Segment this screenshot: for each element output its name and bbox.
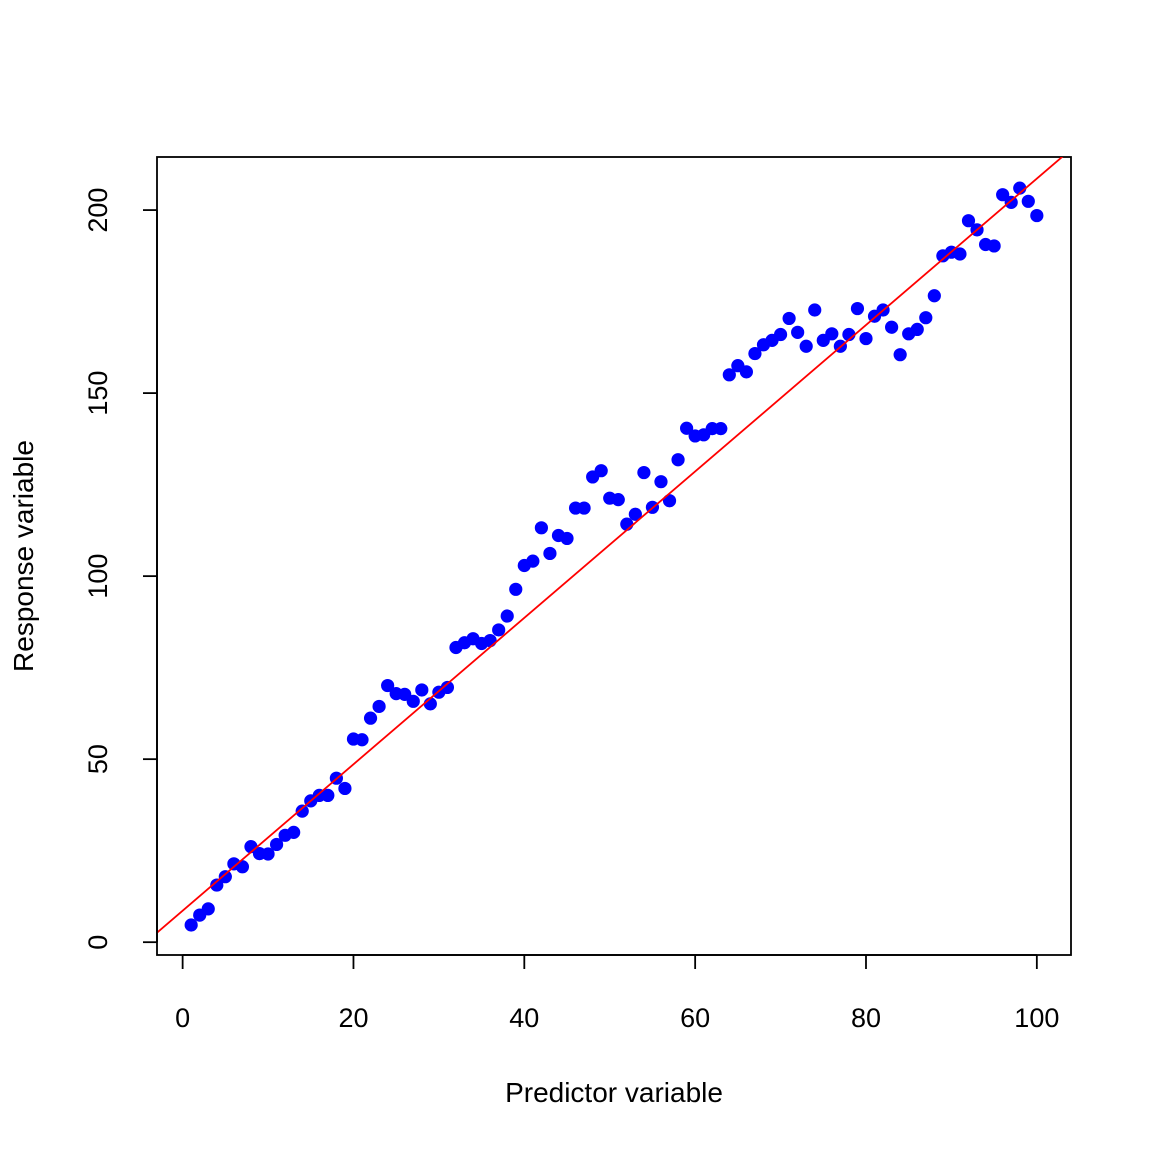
data-point bbox=[261, 847, 275, 861]
data-point bbox=[799, 339, 813, 353]
data-point bbox=[919, 311, 933, 325]
data-point bbox=[218, 870, 232, 884]
data-point bbox=[235, 860, 250, 874]
data-point bbox=[372, 699, 386, 714]
data-point bbox=[534, 521, 548, 535]
data-point bbox=[722, 368, 736, 382]
fit-line-layer bbox=[157, 157, 1064, 934]
data-point bbox=[1030, 208, 1044, 223]
data-point bbox=[662, 494, 677, 508]
data-point bbox=[996, 188, 1010, 202]
data-point bbox=[287, 825, 301, 839]
data-point bbox=[500, 609, 514, 623]
x-axis: 0 20 40 60 80 100 bbox=[175, 954, 1059, 1033]
y-tick-label: 0 bbox=[83, 935, 113, 950]
x-tick-label: 0 bbox=[175, 1003, 190, 1033]
data-point bbox=[577, 501, 591, 515]
y-tick-label: 100 bbox=[83, 554, 113, 599]
data-point bbox=[637, 465, 651, 480]
data-point bbox=[850, 301, 865, 316]
data-point bbox=[1021, 194, 1035, 208]
data-point bbox=[440, 680, 455, 695]
x-tick-label: 100 bbox=[1014, 1003, 1059, 1033]
data-point bbox=[739, 365, 754, 379]
data-point bbox=[611, 493, 625, 507]
data-point bbox=[269, 837, 284, 852]
data-point bbox=[808, 303, 822, 317]
data-point bbox=[953, 247, 967, 261]
data-point bbox=[492, 623, 506, 637]
data-point bbox=[184, 918, 198, 932]
data-point bbox=[654, 475, 668, 489]
data-point bbox=[406, 694, 420, 708]
data-point bbox=[628, 507, 642, 521]
data-point bbox=[338, 781, 352, 796]
data-point bbox=[961, 214, 976, 228]
data-point bbox=[927, 289, 941, 303]
data-point bbox=[680, 421, 694, 435]
data-point bbox=[381, 678, 395, 693]
data-point bbox=[782, 311, 796, 326]
data-point bbox=[355, 733, 369, 747]
x-tick-label: 20 bbox=[338, 1003, 368, 1033]
x-tick-label: 40 bbox=[509, 1003, 539, 1033]
y-axis-title: Response variable bbox=[8, 440, 39, 672]
data-point bbox=[1004, 195, 1018, 209]
x-tick-label: 60 bbox=[680, 1003, 710, 1033]
points-layer bbox=[184, 181, 1044, 932]
data-point bbox=[321, 788, 335, 803]
data-point bbox=[526, 554, 540, 568]
x-axis-title: Predictor variable bbox=[505, 1077, 723, 1108]
y-tick-label: 150 bbox=[83, 371, 113, 416]
data-point bbox=[363, 711, 378, 725]
y-tick-label: 200 bbox=[83, 188, 113, 233]
data-point bbox=[295, 804, 309, 818]
data-point bbox=[885, 320, 899, 334]
x-tick-label: 80 bbox=[851, 1003, 881, 1033]
data-point bbox=[825, 327, 839, 341]
data-point bbox=[893, 348, 907, 362]
data-point bbox=[594, 464, 608, 478]
data-point bbox=[509, 582, 523, 596]
data-point bbox=[201, 902, 215, 916]
data-point bbox=[714, 422, 728, 436]
data-point bbox=[910, 322, 924, 337]
data-point bbox=[791, 325, 805, 339]
data-point bbox=[671, 453, 685, 467]
regression-line bbox=[157, 157, 1064, 934]
data-point bbox=[210, 878, 224, 892]
data-point bbox=[748, 346, 762, 361]
data-point bbox=[987, 239, 1001, 253]
data-point bbox=[415, 683, 429, 697]
data-point bbox=[543, 546, 557, 561]
data-point bbox=[773, 327, 788, 342]
y-tick-label: 50 bbox=[83, 744, 113, 774]
data-point bbox=[560, 531, 574, 546]
y-axis: 0 50 100 150 200 bbox=[83, 188, 158, 950]
data-point bbox=[859, 331, 873, 346]
data-point bbox=[483, 633, 497, 648]
